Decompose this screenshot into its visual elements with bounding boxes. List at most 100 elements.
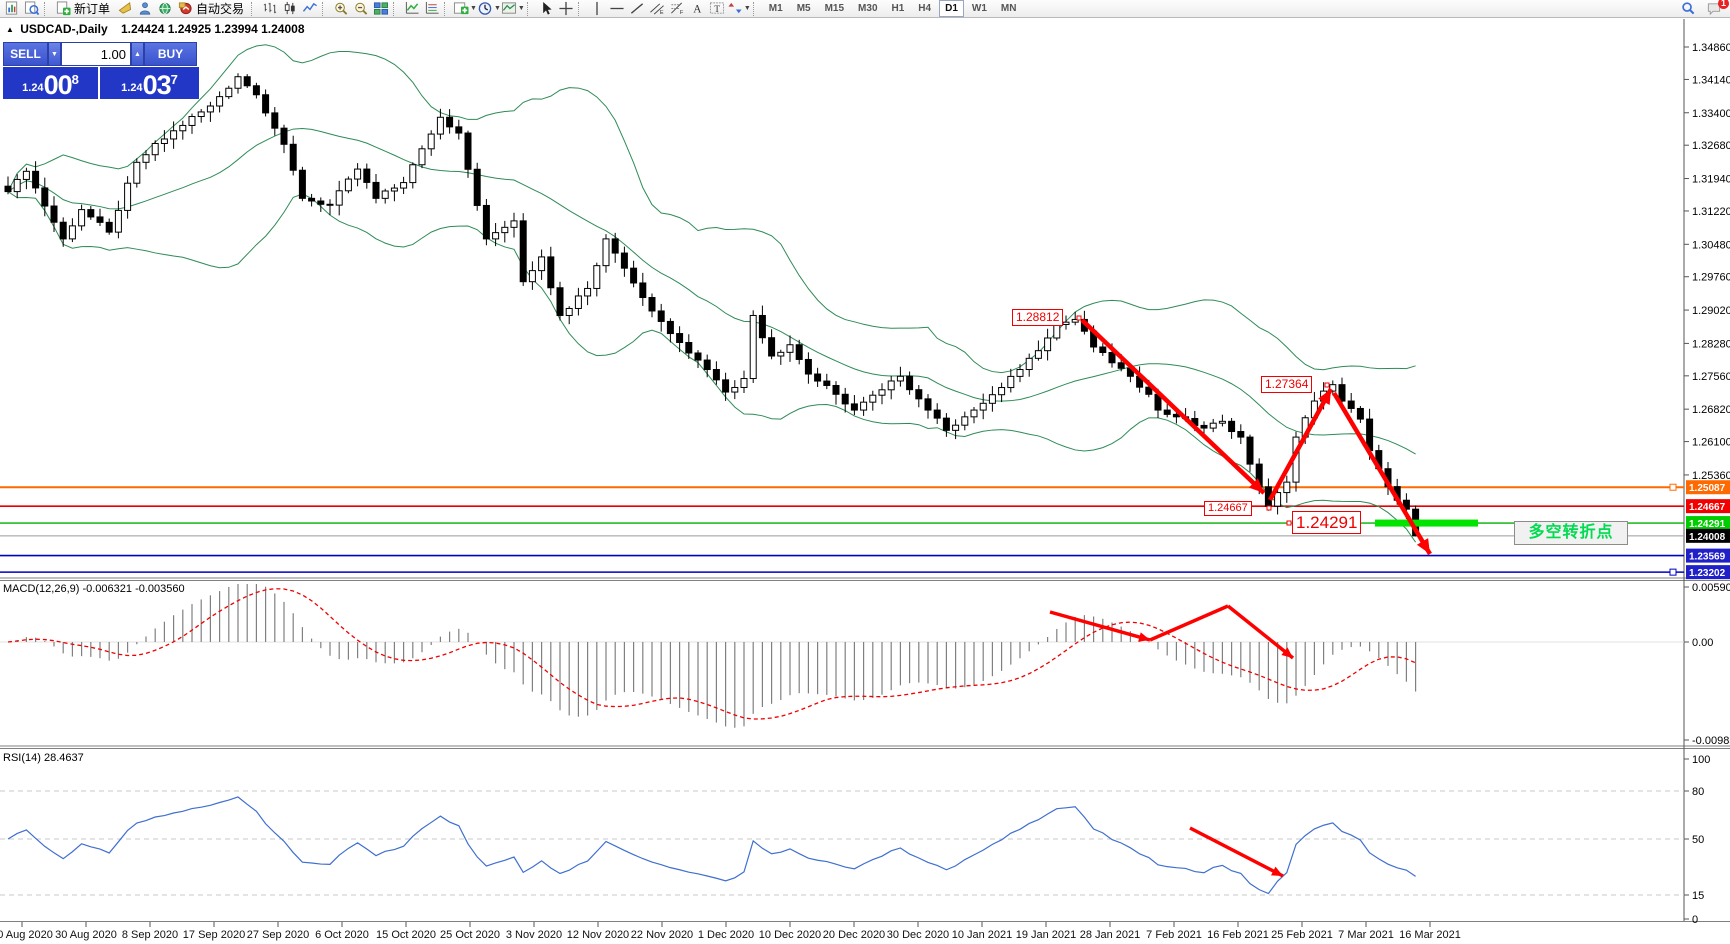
market-watch-icon[interactable] (115, 1, 135, 17)
tab-timeframe-MN[interactable]: MN (1000, 3, 1017, 14)
price-label-low-1[interactable]: 1.24667 (1204, 501, 1252, 516)
time-tick-label: 8 Sep 2020 (122, 929, 178, 941)
search-icon[interactable] (1678, 1, 1698, 17)
new-order-label[interactable]: 新订单 (74, 2, 111, 16)
text-label-icon[interactable]: T (707, 1, 727, 17)
candlestick-chart-icon[interactable] (280, 1, 300, 17)
time-tick-label: 16 Feb 2021 (1207, 929, 1269, 941)
chevron-down-icon[interactable]: ▼ (743, 5, 751, 12)
buy-price-big: 03 (142, 70, 172, 100)
rsi-tick-label: 50 (1692, 834, 1704, 846)
line-chart-icon[interactable] (300, 1, 320, 17)
chevron-down-icon[interactable]: ▼ (517, 5, 525, 12)
rsi-tick-label: 15 (1692, 890, 1704, 902)
chevron-down-icon[interactable]: ▼ (493, 5, 501, 12)
volume-decrease-button[interactable]: ▼ (48, 42, 61, 66)
time-tick-label: 10 Jan 2021 (952, 929, 1013, 941)
buy-button[interactable]: BUY (144, 42, 197, 66)
sell-price-display[interactable]: 1.24 00 8 (3, 67, 98, 99)
bollinger-bands (7, 44, 1417, 543)
indicators-icon[interactable] (402, 1, 422, 17)
fibonacci-icon[interactable]: F (667, 1, 687, 17)
cursor-icon[interactable] (536, 1, 556, 17)
price-tick-label: 1.28280 (1692, 338, 1730, 350)
time-tick-label: 10 Dec 2020 (759, 929, 821, 941)
rsi-label: RSI(14) 28.4637 (3, 752, 84, 764)
tab-timeframe-H4[interactable]: H4 (918, 3, 932, 14)
zoom-out-icon[interactable] (351, 1, 371, 17)
tab-timeframe-D1[interactable]: D1 (939, 0, 964, 17)
chart-profiles-icon[interactable] (22, 1, 42, 17)
volume-increase-button[interactable]: ▲ (131, 42, 144, 66)
sell-price-prefix: 1.24 (22, 82, 44, 94)
indicator-list-icon[interactable] (422, 1, 442, 17)
tab-timeframe-M30[interactable]: M30 (858, 3, 878, 14)
toolbar-separator (322, 1, 329, 16)
tab-timeframe-M15[interactable]: M15 (824, 3, 845, 14)
buy-price-display[interactable]: 1.24 03 7 (100, 67, 199, 99)
templates-icon[interactable]: ▼ (501, 1, 525, 17)
crosshair-icon[interactable] (556, 1, 576, 17)
toolbar-separator (577, 1, 585, 16)
volume-input[interactable] (61, 42, 131, 66)
price-tick-label: 1.27560 (1692, 371, 1730, 383)
zoom-in-icon[interactable] (331, 1, 351, 17)
periods-icon[interactable]: ▼ (477, 1, 501, 17)
buy-price-pip: 7 (170, 72, 178, 87)
autotrade-icon[interactable] (175, 1, 195, 17)
equidistant-channel-icon[interactable]: E (647, 1, 667, 17)
indicator-axis: 0.005908 0.00 -0.009851 100 80 50 15 0 (1684, 582, 1730, 926)
svg-text:E: E (660, 10, 664, 16)
signals-icon[interactable] (155, 1, 175, 17)
macd-tick-label: 0.00 (1692, 637, 1713, 649)
text-icon[interactable]: A (687, 1, 707, 17)
price-label-pivot[interactable]: 1.24291 (1292, 511, 1362, 534)
price-tick-label: 1.34140 (1692, 74, 1730, 86)
svg-text:A: A (693, 3, 702, 15)
price-label-high-1[interactable]: 1.28812 (1012, 309, 1064, 326)
collapse-triangle-icon[interactable]: ▲ (6, 25, 14, 34)
toolbar-separator (44, 1, 51, 16)
price-axis: 1.34860 1.34140 1.33400 1.32680 1.31940 1.312… (1684, 42, 1730, 580)
time-tick-label: 1 Dec 2020 (698, 929, 754, 941)
top-toolbar: 新订单 自动交易 ▼ ▼ ▼ E F A T ▼ M1 M5 M15 M30 H1 H4 D1 W1 MN 1 (0, 0, 1730, 18)
new-chart-icon[interactable] (2, 1, 22, 17)
toolbar-separator (251, 1, 258, 16)
tile-windows-icon[interactable] (371, 1, 391, 17)
notifications-icon[interactable]: 1 (1704, 0, 1729, 17)
pane-frame (0, 19, 1730, 922)
tab-timeframe-W1[interactable]: W1 (971, 3, 987, 14)
pivot-annotation-box[interactable]: 多空转折点 (1514, 521, 1628, 545)
data-window-icon[interactable] (135, 1, 155, 17)
time-tick-label: 12 Nov 2020 (567, 929, 629, 941)
tab-timeframe-M1[interactable]: M1 (768, 3, 783, 14)
new-order-icon[interactable] (53, 1, 73, 17)
chart-window-title: ▲ USDCAD-,Daily 1.24424 1.24925 1.23994 … (6, 22, 305, 36)
notification-badge: 1 (1718, 0, 1729, 9)
price-level-lines (0, 483, 1684, 576)
tab-timeframe-M5[interactable]: M5 (796, 3, 811, 14)
trendline-icon[interactable] (627, 1, 647, 17)
autotrade-label[interactable]: 自动交易 (196, 2, 245, 16)
time-tick-label: 20 Dec 2020 (823, 929, 885, 941)
price-tick-label: 1.32680 (1692, 140, 1730, 152)
time-tick-label: 30 Aug 2020 (55, 929, 117, 941)
vertical-line-icon[interactable] (587, 1, 607, 17)
horizontal-line-icon[interactable] (607, 1, 627, 17)
price-tick-label: 1.29020 (1692, 305, 1730, 317)
price-tick-label: 1.25360 (1692, 470, 1730, 482)
price-tick-label: 1.31220 (1692, 206, 1730, 218)
chevron-down-icon[interactable]: ▼ (470, 5, 477, 12)
tab-timeframe-H1[interactable]: H1 (891, 3, 905, 14)
macd-label: MACD(12,26,9) -0.006321 -0.003560 (3, 583, 185, 595)
sell-price-pip: 8 (71, 72, 79, 87)
time-tick-label: 16 Mar 2021 (1399, 929, 1461, 941)
arrows-icon[interactable]: ▼ (727, 1, 751, 17)
price-tick-label: 1.33400 (1692, 108, 1730, 120)
sell-button[interactable]: SELL (3, 42, 48, 66)
bar-chart-icon[interactable] (260, 1, 280, 17)
add-indicator-icon[interactable]: ▼ (453, 1, 477, 17)
price-label-high-2[interactable]: 1.27364 (1261, 376, 1313, 393)
